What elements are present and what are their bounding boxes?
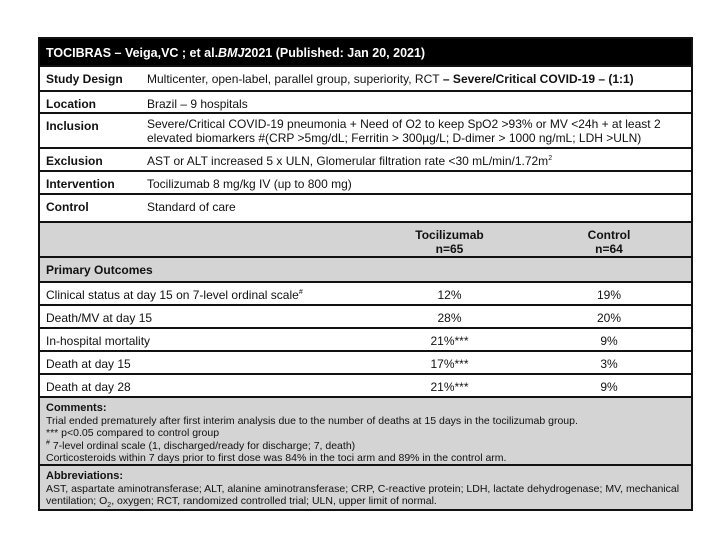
value-text: AST or ALT increased 5 x ULN, Glomerular… xyxy=(147,154,549,168)
superscript: 2 xyxy=(548,155,553,162)
abbreviations-text: AST, aspartate aminotransferase; ALT, al… xyxy=(46,482,685,510)
label: Location xyxy=(46,97,96,111)
outcome-row: Death at day 28 21%*** 9% xyxy=(40,373,691,396)
tocilizumab-value: 17%*** xyxy=(430,357,469,371)
section-label: Primary Outcomes xyxy=(46,263,153,277)
col-name: Tocilizumab xyxy=(415,228,484,242)
col-control: Control n=64 xyxy=(527,223,691,256)
col-tocilizumab: Tocilizumab n=65 xyxy=(372,223,527,256)
journal-name: BMJ xyxy=(218,46,245,60)
outcome-label: In-hospital mortality xyxy=(40,329,372,350)
outcome-label: Death/MV at day 15 xyxy=(40,306,372,327)
row-study-design: Study Design Multicenter, open-label, par… xyxy=(40,65,691,90)
col-n: n=65 xyxy=(435,242,464,256)
abbreviations-heading: Abbreviations: xyxy=(46,470,124,482)
outcomes-header: Tocilizumab n=65 Control n=64 xyxy=(40,221,691,256)
comment-text: 7-level ordinal scale (1, discharged/rea… xyxy=(49,439,356,452)
comments-box: Comments: Trial ended prematurely after … xyxy=(40,396,691,464)
tocilizumab-value: 21%*** xyxy=(430,380,469,394)
tocilizumab-value: 12% xyxy=(437,288,462,302)
tocilizumab-value: 28% xyxy=(437,311,462,325)
outcome-text: Death/MV at day 15 xyxy=(46,311,153,325)
control-value: 3% xyxy=(600,357,618,371)
outcome-label: Clinical status at day 15 on 7-level ord… xyxy=(40,283,372,304)
outcome-row: In-hospital mortality 21%*** 9% xyxy=(40,327,691,350)
tocilizumab-value: 21%*** xyxy=(430,334,469,348)
title-text: TOCIBRAS – Veiga,VC ; et al. xyxy=(46,46,219,60)
value: Brazil – 9 hospitals xyxy=(147,97,248,111)
label: Exclusion xyxy=(46,154,103,168)
row-inclusion: Inclusion Severe/Critical COVID-19 pneumo… xyxy=(40,112,691,147)
subscript: 2 xyxy=(107,502,112,510)
blank-header xyxy=(40,223,372,256)
value: Multicenter, open-label, parallel group,… xyxy=(143,67,691,90)
label: Study Design xyxy=(46,72,123,86)
label: Inclusion xyxy=(46,119,99,133)
outcome-text: Death at day 28 xyxy=(46,380,131,394)
label: Intervention xyxy=(46,177,115,191)
outcome-text: Death at day 15 xyxy=(46,357,131,371)
abbr-text: AST, aspartate aminotransferase; ALT, al… xyxy=(46,482,680,508)
value: Standard of care xyxy=(147,200,236,214)
outcome-row: Death at day 15 17%*** 3% xyxy=(40,350,691,373)
col-n: n=64 xyxy=(595,242,623,256)
outcome-text: In-hospital mortality xyxy=(46,334,151,348)
comment-line: # 7-level ordinal scale (1, discharged/r… xyxy=(46,439,685,453)
outcome-label: Death at day 15 xyxy=(40,352,372,373)
abbreviations-box: Abbreviations: AST, aspartate aminotrans… xyxy=(40,464,691,509)
control-value: 20% xyxy=(596,311,622,325)
section-primary-outcomes: Primary Outcomes xyxy=(40,256,691,281)
superscript: # xyxy=(298,289,303,296)
value: AST or ALT increased 5 x ULN, Glomerular… xyxy=(143,149,691,170)
outcome-row: Clinical status at day 15 on 7-level ord… xyxy=(40,281,691,304)
table-title: TOCIBRAS – Veiga,VC ; et al. BMJ 2021 (P… xyxy=(40,39,691,65)
control-value: 19% xyxy=(596,288,622,302)
col-name: Control xyxy=(587,228,631,242)
comments-heading: Comments: xyxy=(46,402,107,414)
trial-summary-table: TOCIBRAS – Veiga,VC ; et al. BMJ 2021 (P… xyxy=(38,37,693,511)
abbr-text: , oxygen; RCT, randomized controlled tri… xyxy=(111,495,437,507)
row-intervention: Intervention Tocilizumab 8 mg/kg IV (up t… xyxy=(40,170,691,193)
comment-line: *** p<0.05 compared to control group xyxy=(46,427,220,439)
value-text: Multicenter, open-label, parallel group,… xyxy=(147,72,440,86)
outcome-text: Clinical status at day 15 on 7-level ord… xyxy=(46,288,299,302)
outcome-row: Death/MV at day 15 28% 20% xyxy=(40,304,691,327)
hash-superscript: # xyxy=(46,439,50,446)
row-control: Control Standard of care xyxy=(40,193,691,221)
row-exclusion: Exclusion AST or ALT increased 5 x ULN, G… xyxy=(40,147,691,170)
row-location: Location Brazil – 9 hospitals xyxy=(40,90,691,112)
comment-line: Trial ended prematurely after first inte… xyxy=(46,414,578,427)
value-bold: – Severe/Critical COVID-19 – (1:1) xyxy=(439,72,634,86)
comment-line: Corticosteroids within 7 days prior to f… xyxy=(46,452,507,464)
control-value: 9% xyxy=(600,334,618,348)
value: Tocilizumab 8 mg/kg IV (up to 800 mg) xyxy=(147,177,352,191)
value: Severe/Critical COVID-19 pneumonia + Nee… xyxy=(147,117,661,145)
outcome-label: Death at day 28 xyxy=(40,375,372,396)
title-date: 2021 (Published: Jan 20, 2021) xyxy=(244,46,426,60)
control-value: 9% xyxy=(600,380,618,394)
label: Control xyxy=(46,200,89,214)
